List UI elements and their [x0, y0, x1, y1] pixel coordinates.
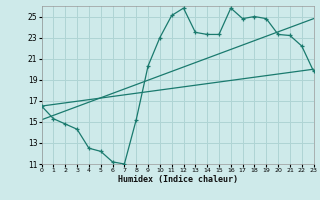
X-axis label: Humidex (Indice chaleur): Humidex (Indice chaleur) [118, 175, 237, 184]
